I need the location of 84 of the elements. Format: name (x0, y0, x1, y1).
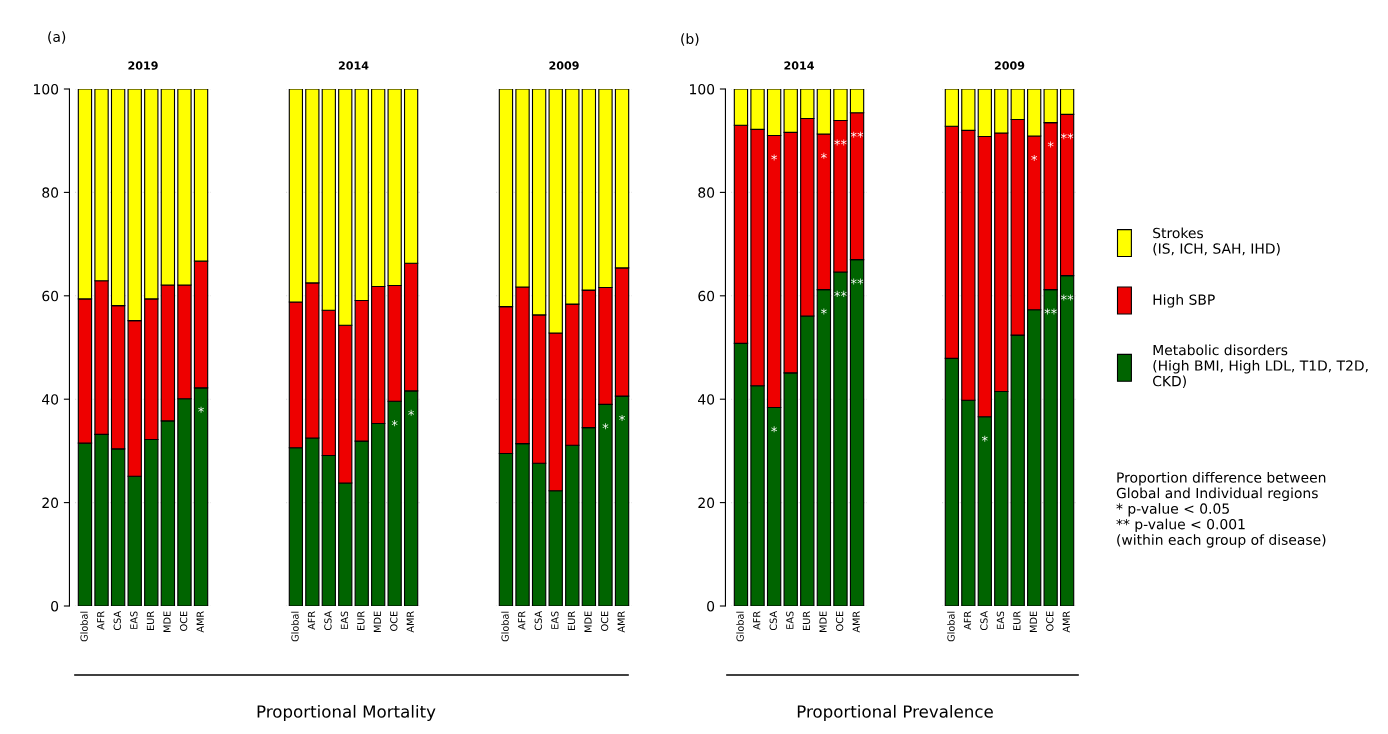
chart-title: 2019 (128, 61, 158, 70)
data-label: ** (850, 278, 864, 285)
x-tick-label: AMR (1062, 611, 1070, 633)
chart-title: 2009 (994, 61, 1025, 70)
data-label: * (619, 414, 625, 421)
data-label: ** (850, 131, 864, 138)
x-tick-label: AFR (753, 611, 761, 630)
y-tick-label: 100 (34, 83, 59, 95)
x-tick-label: CSA (324, 610, 332, 631)
x-tick-label: MDE (163, 611, 171, 632)
text: (b) (681, 33, 699, 46)
x-tick-label: CSA (980, 610, 988, 631)
data-label: * (408, 409, 415, 416)
x-tick-label: CSA (769, 610, 777, 631)
chart-title: 2014 (338, 61, 369, 70)
x-tick-label: AMR (617, 611, 625, 633)
x-tick-label: EAS (551, 611, 559, 629)
x-tick-label: AFR (97, 611, 105, 630)
y-tick-label: 0 (51, 600, 59, 612)
data-label: * (771, 154, 778, 161)
data-label: ** (1060, 294, 1074, 301)
x-tick-label: AMR (406, 611, 414, 633)
x-tick-label: CSA (113, 610, 121, 631)
legend-label: Strokes (IS, ICH, SAH, IHD) (1153, 227, 1280, 256)
data-label: ** (834, 139, 847, 146)
x-tick-label: MDE (373, 611, 381, 632)
x-tick-label: EUR (802, 611, 811, 630)
y-tick-label: 100 (690, 83, 715, 95)
x-tick-label: EAS (340, 611, 349, 629)
data-label: * (602, 423, 609, 430)
x-tick-label: EUR (1013, 611, 1021, 630)
x-tick-label: AFR (963, 611, 972, 630)
x-tick-label: Global (736, 611, 744, 642)
x-tick-label: Global (947, 611, 955, 642)
x-tick-label: AFR (307, 611, 316, 630)
x-tick-label: EUR (567, 611, 576, 630)
x-tick-label: EAS (130, 611, 138, 629)
x-tick-label: MDE (819, 611, 827, 632)
chart-title: 2009 (549, 61, 579, 70)
data-label: * (1047, 141, 1054, 148)
legend-label: Metabolic disorders (High BMI, High LDL, T1D, T2D, CKD) (1153, 344, 1368, 388)
data-label: * (391, 420, 398, 427)
y-tick-label: 40 (42, 394, 59, 405)
x-tick-label: AMR (852, 611, 860, 633)
x-tick-label: CSA (534, 610, 542, 631)
data-label: ** (1044, 308, 1057, 315)
x-tick-label: Global (80, 611, 88, 642)
x-tick-label: AMR (196, 611, 204, 633)
text: Proportion difference between Global and Individual regions * p-value < 0.05 ** p-value < 0.001 (within each group of disease) (1116, 472, 1326, 548)
x-tick-label: EUR (146, 611, 155, 630)
x-tick-label: OCE (179, 611, 188, 631)
y-tick-label: 60 (698, 290, 715, 302)
data-label: ** (1060, 133, 1074, 140)
y-tick-label: 20 (42, 497, 59, 509)
x-tick-label: EAS (996, 611, 1005, 629)
x-tick-label: EUR (357, 611, 365, 630)
x-tick-label: OCE (600, 611, 609, 631)
text: Proportional Prevalence (797, 704, 993, 722)
data-label: * (1031, 154, 1038, 161)
legend-label: High SBP (1153, 294, 1215, 308)
y-tick-label: 60 (42, 290, 59, 302)
data-label: ** (834, 290, 847, 297)
y-tick-label: 40 (698, 394, 715, 405)
x-tick-label: MDE (1029, 611, 1037, 632)
x-tick-label: EAS (786, 611, 794, 629)
data-label: * (198, 406, 204, 413)
text: (a) (48, 31, 66, 44)
x-tick-label: Global (291, 611, 299, 642)
y-tick-label: 80 (42, 187, 59, 198)
data-label: * (820, 152, 827, 159)
x-tick-label: OCE (1046, 611, 1054, 631)
text: Proportional Mortality (257, 704, 436, 722)
y-tick-label: 0 (707, 600, 715, 612)
x-tick-label: Global (501, 611, 509, 642)
x-tick-label: MDE (584, 611, 592, 632)
y-tick-label: 20 (698, 497, 715, 509)
data-label: * (981, 435, 988, 442)
data-label: * (771, 426, 778, 433)
x-tick-label: OCE (390, 611, 398, 631)
data-label: * (820, 308, 827, 315)
x-tick-label: AFR (518, 611, 526, 630)
chart-title: 2014 (784, 61, 814, 70)
y-tick-label: 80 (698, 187, 715, 198)
x-tick-label: OCE (835, 611, 844, 631)
